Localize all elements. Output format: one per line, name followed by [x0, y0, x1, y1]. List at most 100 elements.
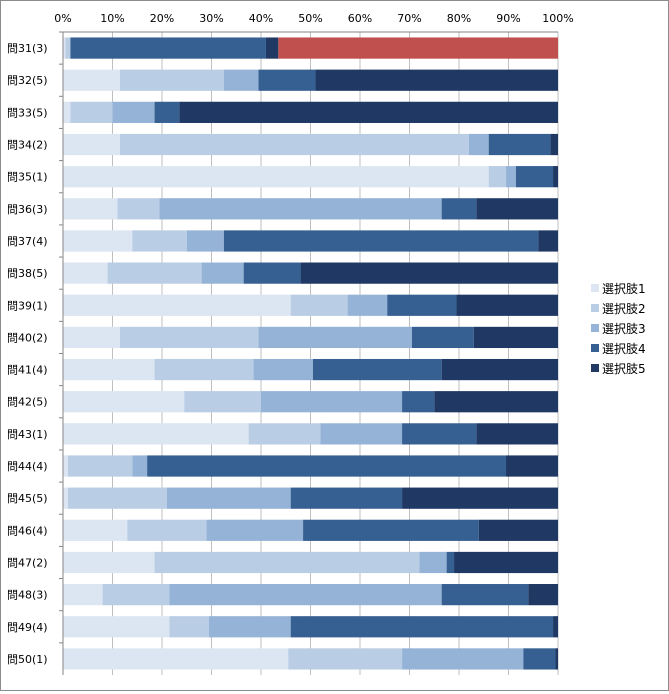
y-tick-label: 問33(5) — [7, 106, 48, 119]
bar-segment — [261, 391, 403, 413]
bar-segment — [63, 391, 185, 413]
bar-row — [63, 262, 558, 284]
bar-segment — [488, 166, 507, 188]
legend-item: 選択肢1 — [591, 281, 646, 296]
bar-row — [63, 326, 558, 349]
bar-segment — [154, 358, 254, 381]
legend: 選択肢1 選択肢2 選択肢3 選択肢4 選択肢5 — [591, 281, 646, 376]
legend-swatch — [591, 324, 599, 332]
bar-segment — [154, 551, 420, 574]
y-tick-label: 問40(2) — [7, 331, 48, 344]
bar-segment — [179, 101, 558, 123]
bar-segment — [63, 487, 68, 509]
bar-segment — [119, 133, 469, 156]
bar-segment — [63, 584, 103, 606]
bar-segment — [67, 455, 133, 477]
y-tick-label: 問49(4) — [7, 621, 48, 634]
bar-row — [63, 648, 558, 670]
bar-segment — [132, 455, 148, 477]
legend-item: 選択肢4 — [591, 341, 646, 356]
bar-segment — [473, 326, 558, 349]
bar-segment — [402, 648, 524, 670]
bar-segment — [63, 326, 120, 349]
bar-segment — [248, 423, 321, 445]
y-tick-label: 問41(4) — [7, 364, 48, 377]
bar-row — [63, 37, 558, 59]
axes: 0% 10% 20% 30% 40% 50% 60% 70% 80% 90% 100% 問31(3) 問… — [7, 12, 574, 675]
y-tick-label: 問50(1) — [7, 653, 48, 666]
bar-segment — [402, 487, 558, 509]
bar-row — [63, 455, 558, 477]
bar-segment — [290, 294, 348, 316]
bar-segment — [402, 423, 477, 445]
bar-segment — [555, 648, 558, 670]
bar-segment — [288, 648, 403, 670]
bar-segment — [147, 455, 507, 477]
bar-segment — [186, 230, 224, 252]
x-tick-label: 0% — [54, 12, 71, 25]
bar-row — [63, 294, 558, 316]
bar-segment — [411, 326, 474, 349]
bar-segment — [538, 230, 558, 252]
bar-segment — [119, 69, 224, 91]
bar-row — [63, 133, 558, 156]
x-tick-label: 60% — [348, 12, 372, 25]
bar-segment — [515, 166, 554, 188]
bar-segment — [63, 69, 120, 91]
bar-segment — [528, 584, 558, 606]
bar-segment — [265, 37, 279, 59]
y-tick-label: 問45(5) — [7, 492, 48, 505]
bar-segment — [112, 101, 155, 123]
bar-segment — [553, 166, 558, 188]
x-tick-label: 100% — [542, 12, 573, 25]
bar-segment — [441, 198, 477, 220]
bar-segment — [209, 616, 291, 638]
y-tick-label: 問37(4) — [7, 235, 48, 248]
legend-swatch — [591, 284, 599, 292]
bar-segment — [523, 648, 556, 670]
x-tick-label: 90% — [496, 12, 520, 25]
bar-segment — [476, 423, 558, 445]
bar-row — [63, 487, 558, 509]
bar-segment — [63, 37, 66, 59]
bar-segment — [63, 616, 170, 638]
bar-segment — [315, 69, 558, 91]
y-tick-label: 問31(3) — [7, 42, 48, 55]
bar-segment — [63, 519, 128, 541]
legend-swatch — [591, 344, 599, 352]
bar-segment — [67, 487, 167, 509]
legend-item: 選択肢5 — [591, 361, 646, 376]
bar-segment — [107, 262, 202, 284]
y-tick-label: 問38(5) — [7, 267, 48, 280]
bar-segment — [347, 294, 388, 316]
bar-segment — [63, 294, 291, 316]
bar-segment — [312, 358, 442, 381]
y-tick-label: 問43(1) — [7, 428, 48, 441]
x-tick-label: 20% — [150, 12, 174, 25]
bars — [63, 37, 558, 670]
x-tick-label: 50% — [298, 12, 322, 25]
legend-item: 選択肢2 — [591, 301, 646, 316]
bar-segment — [258, 69, 316, 91]
bar-segment — [65, 37, 71, 59]
bar-row — [63, 391, 558, 413]
bar-segment — [223, 69, 259, 91]
bar-segment — [303, 519, 479, 541]
bar-segment — [206, 519, 304, 541]
bar-segment — [456, 294, 558, 316]
legend-label: 選択肢4 — [602, 341, 646, 356]
bar-segment — [102, 584, 170, 606]
bar-segment — [290, 487, 403, 509]
bar-segment — [478, 519, 558, 541]
legend-label: 選択肢2 — [602, 301, 646, 316]
bar-row — [63, 230, 558, 252]
bar-segment — [243, 262, 301, 284]
bar-segment — [201, 262, 244, 284]
y-tick-label: 問48(3) — [7, 589, 48, 602]
bar-segment — [300, 262, 558, 284]
legend-label: 選択肢1 — [602, 281, 646, 296]
bar-row — [63, 616, 558, 638]
bar-row — [63, 101, 558, 123]
bar-segment — [441, 358, 558, 381]
